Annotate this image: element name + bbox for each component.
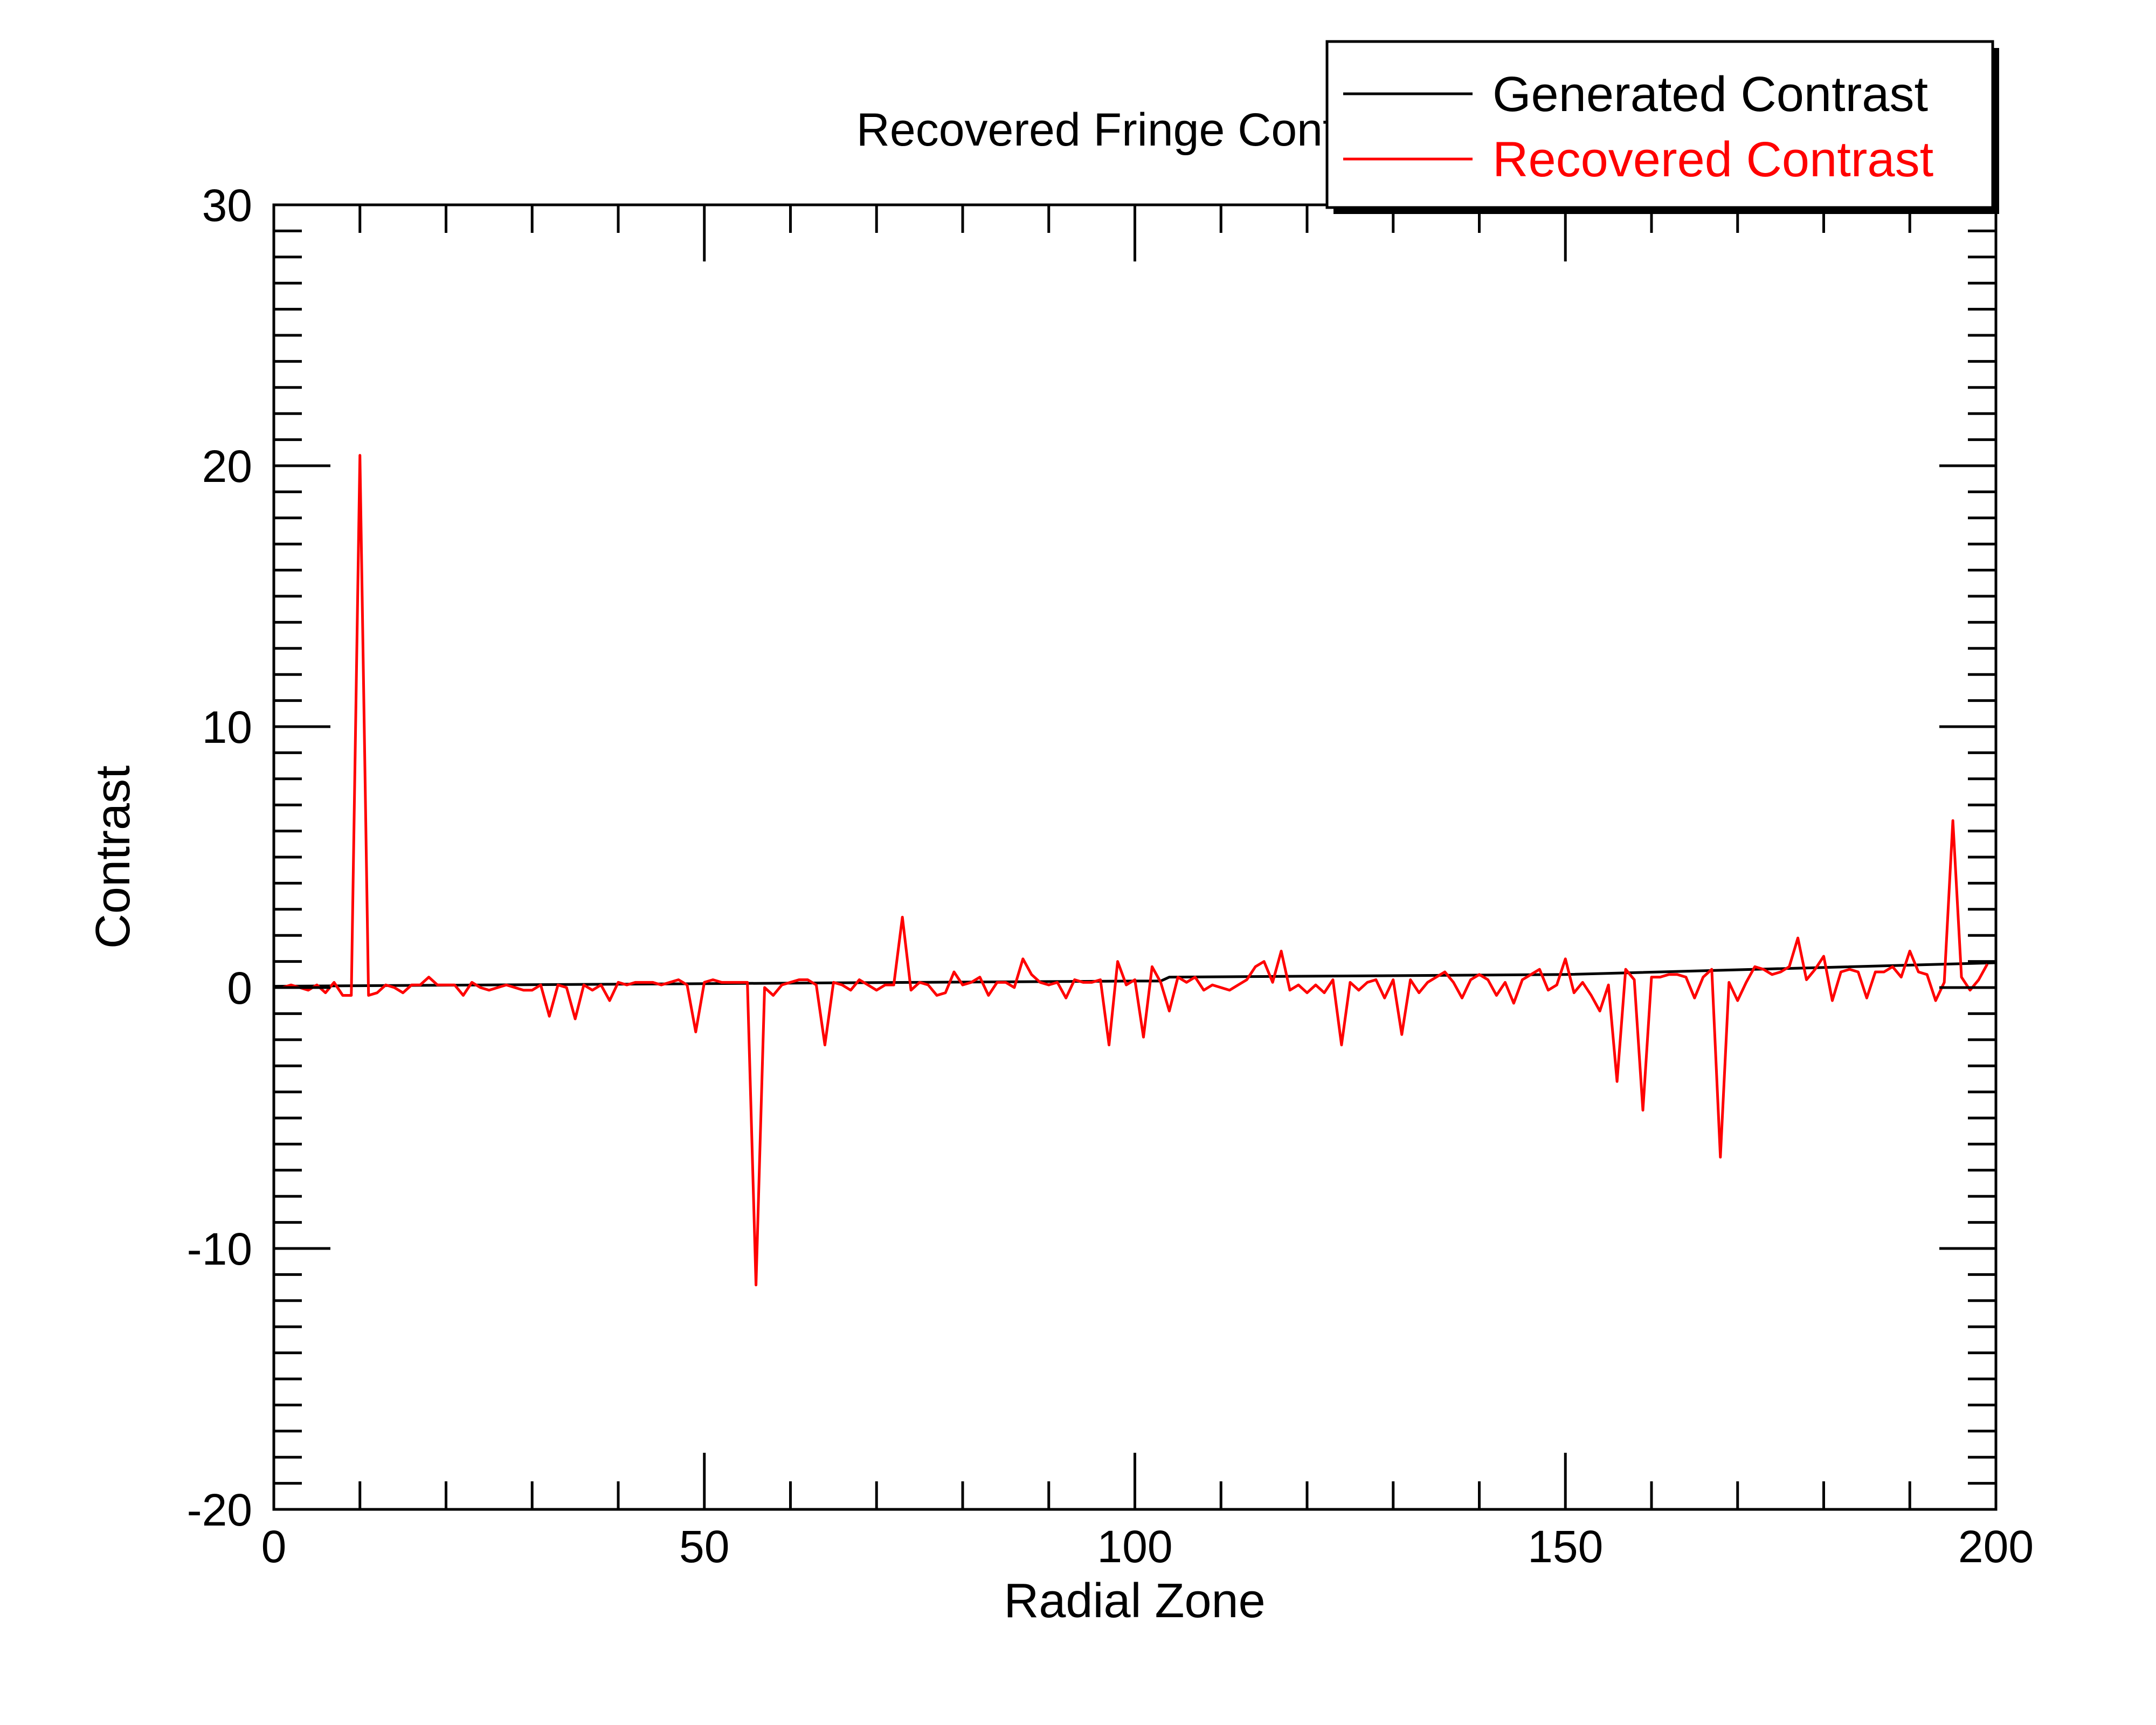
y-axis-label: Contrast bbox=[86, 765, 140, 949]
y-tick-label: -10 bbox=[187, 1224, 252, 1274]
x-tick-label: 100 bbox=[1097, 1521, 1172, 1572]
y-tick-label: 30 bbox=[202, 180, 252, 231]
x-tick-label: 200 bbox=[1958, 1521, 2034, 1572]
data-line bbox=[274, 454, 1989, 1287]
x-axis-label: Radial Zone bbox=[1004, 1574, 1265, 1628]
y-tick-label: 0 bbox=[227, 963, 252, 1013]
y-tick-label: 20 bbox=[202, 441, 252, 492]
y-tick-label: -20 bbox=[187, 1485, 252, 1535]
x-tick-label: 50 bbox=[679, 1521, 729, 1572]
legend-label: Generated Contrast bbox=[1492, 67, 1928, 122]
x-tick-label: 150 bbox=[1528, 1521, 1603, 1572]
x-tick-label: 0 bbox=[261, 1521, 287, 1572]
legend-box bbox=[1325, 40, 1994, 209]
legend-label: Recovered Contrast bbox=[1492, 132, 1933, 187]
y-tick-label: 10 bbox=[202, 702, 252, 753]
chart-title: Recovered Fringe Contrast bbox=[856, 104, 1413, 156]
